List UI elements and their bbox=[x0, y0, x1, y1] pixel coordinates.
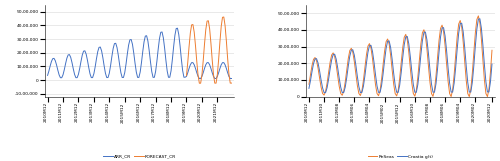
Croatia g(t) bbox=[478, 27, 484, 29]
FORECAST_CR bbox=[192, 45, 198, 47]
Croatia g(t) bbox=[306, 87, 312, 89]
ARR_CR bbox=[196, 78, 202, 80]
ReSeas bbox=[365, 45, 371, 47]
ARR_CR bbox=[228, 78, 234, 80]
ReSeas bbox=[478, 38, 484, 40]
Line: ReSeas: ReSeas bbox=[309, 16, 492, 97]
ARR_CR bbox=[101, 65, 107, 67]
ARR_CR bbox=[177, 45, 183, 47]
ReSeas bbox=[406, 51, 412, 53]
Croatia g(t) bbox=[477, 18, 483, 20]
Croatia g(t) bbox=[486, 91, 492, 93]
ReSeas bbox=[348, 47, 354, 49]
Croatia g(t) bbox=[321, 92, 327, 94]
Legend: ReSeas, Croatia g(t): ReSeas, Croatia g(t) bbox=[366, 153, 435, 161]
Line: ARR_CR: ARR_CR bbox=[48, 28, 232, 79]
Legend: ARR_CR, FORECAST_CR: ARR_CR, FORECAST_CR bbox=[101, 153, 178, 161]
Croatia g(t) bbox=[366, 45, 372, 47]
ReSeas bbox=[489, 49, 495, 51]
Croatia g(t) bbox=[408, 55, 414, 57]
FORECAST_CR bbox=[195, 74, 201, 76]
ARR_CR bbox=[44, 74, 51, 76]
ReSeas bbox=[422, 35, 428, 37]
ARR_CR bbox=[194, 72, 200, 74]
ReSeas bbox=[476, 15, 482, 17]
ARR_CR bbox=[58, 77, 64, 79]
ARR_CR bbox=[174, 27, 180, 29]
ReSeas bbox=[466, 96, 472, 98]
Croatia g(t) bbox=[350, 49, 356, 51]
Croatia g(t) bbox=[424, 39, 430, 41]
FORECAST_CR bbox=[228, 82, 234, 84]
ReSeas bbox=[486, 88, 492, 90]
Croatia g(t) bbox=[489, 63, 495, 65]
ARR_CR bbox=[198, 78, 203, 80]
Line: Croatia g(t): Croatia g(t) bbox=[309, 19, 492, 93]
Line: FORECAST_CR: FORECAST_CR bbox=[186, 17, 232, 83]
ARR_CR bbox=[72, 73, 78, 75]
ReSeas bbox=[306, 83, 312, 85]
